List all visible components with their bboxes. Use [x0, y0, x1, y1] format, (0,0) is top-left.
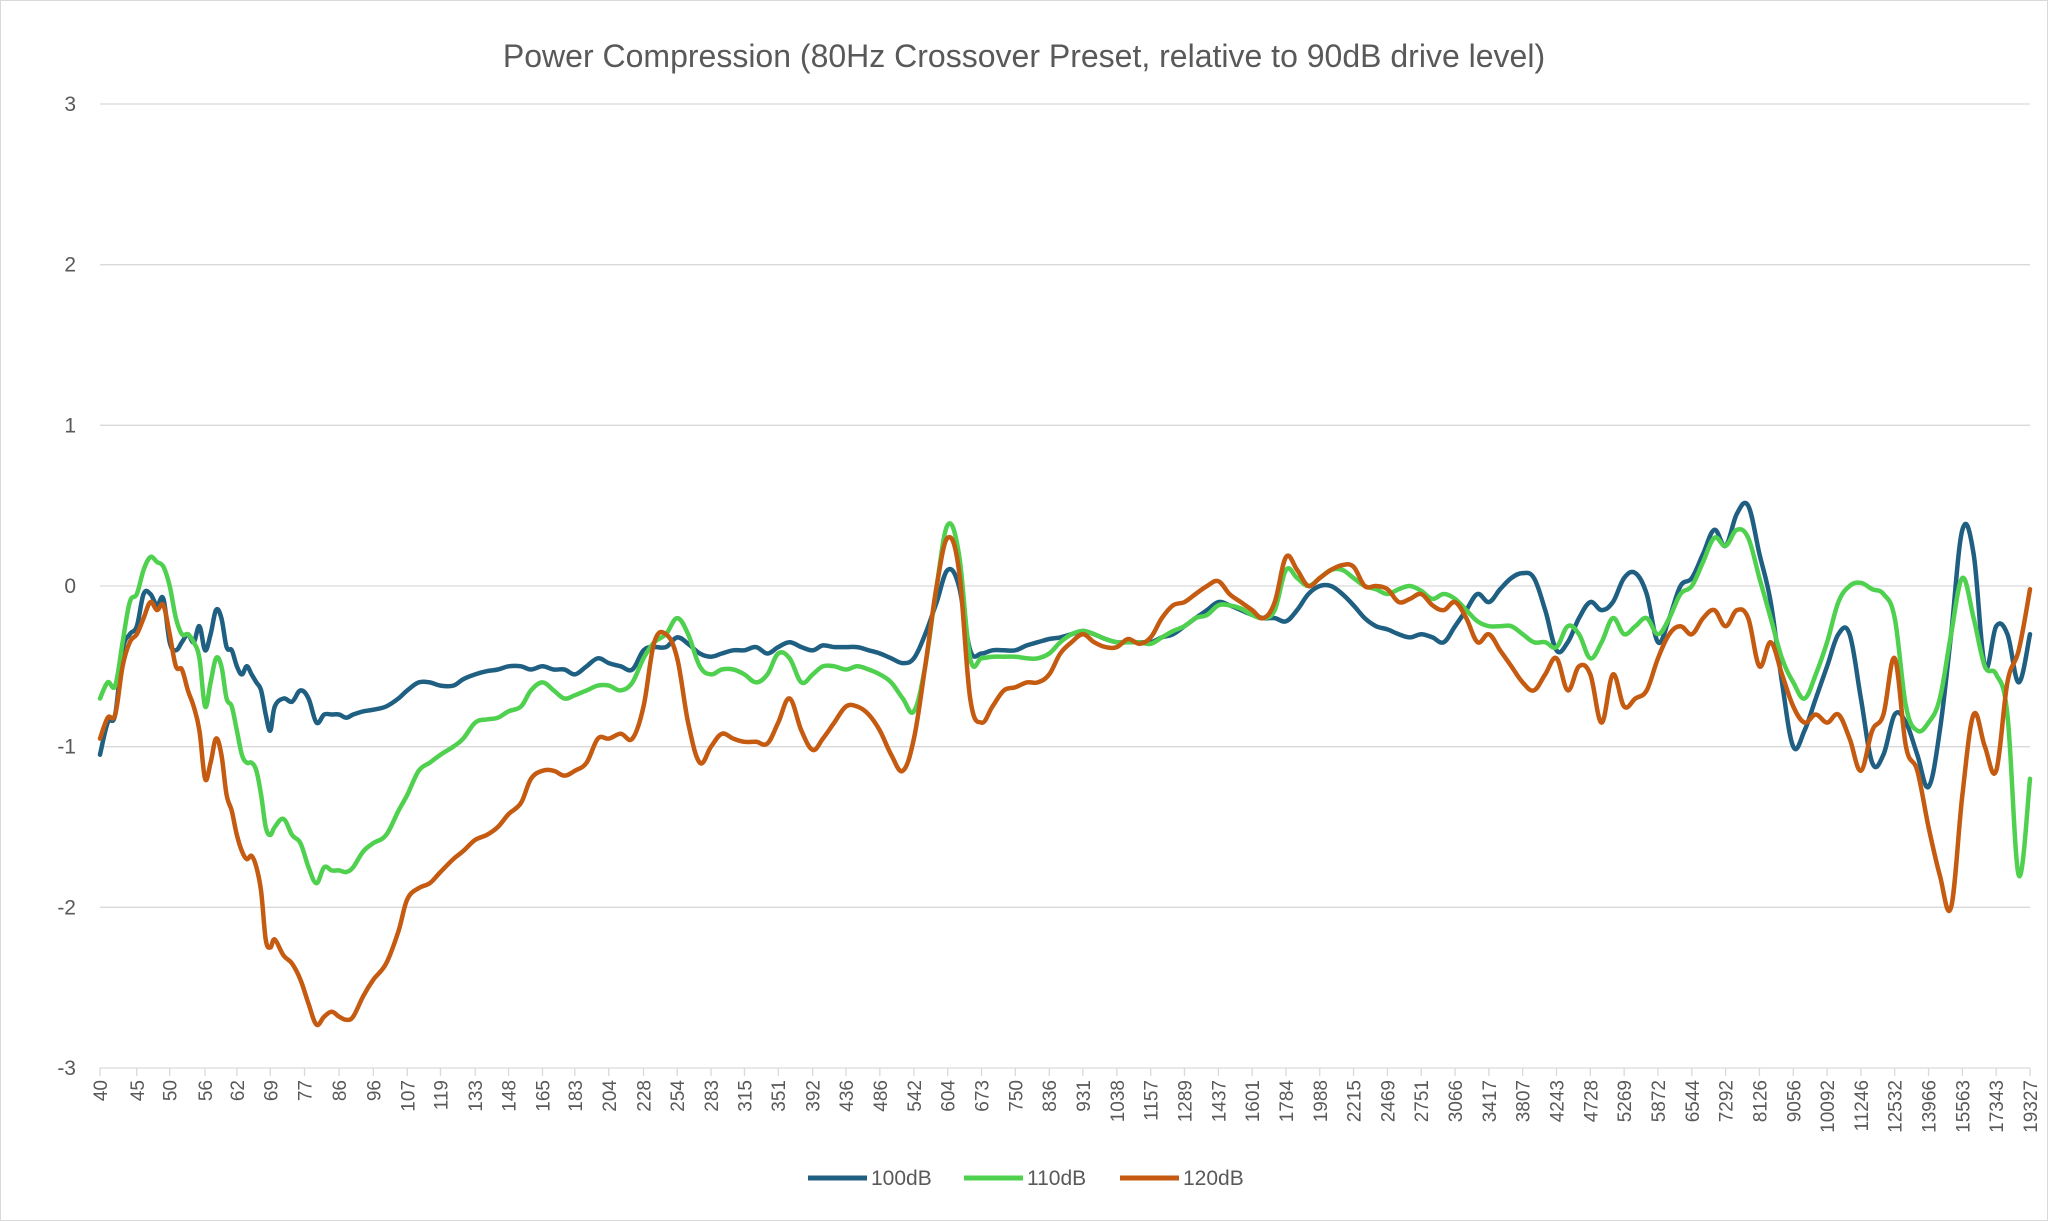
x-tick-label: 1289 — [1175, 1080, 1196, 1122]
x-tick-label: 6544 — [1683, 1080, 1704, 1123]
x-tick-label: 3417 — [1480, 1080, 1501, 1122]
x-tick-label: 3066 — [1446, 1080, 1467, 1122]
x-tick-label: 50 — [161, 1080, 182, 1101]
x-tick-label: 1157 — [1142, 1080, 1163, 1121]
y-tick-label: 3 — [64, 93, 76, 116]
x-tick-label: 77 — [296, 1080, 317, 1101]
x-tick-label: 17343 — [1987, 1080, 2008, 1133]
y-tick-label: 0 — [64, 575, 76, 598]
x-tick-label: 86 — [330, 1080, 351, 1101]
x-tick-label: 228 — [635, 1080, 656, 1112]
chart-title: Power Compression (80Hz Crossover Preset… — [503, 38, 1545, 74]
y-tick-label: -3 — [57, 1057, 76, 1080]
x-tick-label: 107 — [398, 1080, 419, 1112]
y-tick-label: 1 — [64, 414, 76, 437]
x-tick-label: 2469 — [1378, 1080, 1399, 1122]
x-tick-label: 3807 — [1514, 1080, 1535, 1122]
series-line-120dB — [97, 534, 2033, 1028]
x-tick-label: 392 — [804, 1080, 825, 1112]
series-line-110dB — [97, 521, 2033, 886]
x-tick-label: 15563 — [1953, 1080, 1974, 1133]
series-lines — [97, 500, 2033, 1028]
x-tick-label: 1601 — [1243, 1080, 1264, 1122]
x-tick-label: 254 — [668, 1080, 689, 1112]
x-tick-label: 19327 — [2021, 1080, 2042, 1133]
x-tick-label: 836 — [1040, 1080, 1061, 1112]
x-tick-label: 8126 — [1750, 1080, 1771, 1122]
x-tick-label: 931 — [1074, 1080, 1095, 1112]
x-tick-label: 1437 — [1209, 1080, 1230, 1122]
x-tick-label: 4728 — [1581, 1080, 1602, 1122]
x-tick-label: 1988 — [1311, 1080, 1332, 1122]
x-tick-label: 62 — [228, 1080, 249, 1101]
x-tick-label: 5269 — [1615, 1080, 1636, 1122]
x-tick-label: 750 — [1006, 1080, 1027, 1112]
y-tick-label: 2 — [64, 254, 76, 277]
x-tick-label: 542 — [905, 1080, 926, 1112]
x-tick-label: 10092 — [1818, 1080, 1839, 1133]
gridlines — [100, 103, 2030, 1069]
x-tick-label: 12532 — [1886, 1080, 1907, 1133]
x-tick-label: 7292 — [1717, 1080, 1738, 1122]
x-tick-label: 486 — [871, 1080, 892, 1112]
y-axis-ticks: 3 2 1 0 -1 -2 -3 — [57, 93, 76, 1080]
x-tick-label: 2215 — [1345, 1080, 1366, 1122]
x-tick-label: 204 — [600, 1080, 621, 1112]
y-tick-label: -1 — [57, 736, 76, 759]
x-tick-label: 2751 — [1412, 1080, 1433, 1122]
x-tick-label: 13966 — [1920, 1080, 1941, 1133]
x-tick-label: 5872 — [1649, 1080, 1670, 1122]
x-tick-label: 96 — [364, 1080, 385, 1101]
x-tick-label: 9056 — [1784, 1080, 1805, 1122]
x-tick-label: 40 — [91, 1080, 112, 1101]
x-tick-label: 11246 — [1852, 1080, 1873, 1131]
x-tick-label: 165 — [534, 1080, 555, 1112]
x-tick-label: 133 — [466, 1080, 487, 1112]
x-tick-label: 283 — [702, 1080, 723, 1112]
legend-label-110dB: 110dB — [1027, 1167, 1086, 1190]
x-tick-label: 604 — [939, 1080, 960, 1112]
x-tick-label: 315 — [735, 1080, 756, 1112]
x-tick-label: 148 — [500, 1080, 521, 1112]
x-tick-label: 1038 — [1108, 1080, 1129, 1122]
x-tick-label: 673 — [973, 1080, 994, 1112]
x-tick-label: 45 — [128, 1080, 149, 1101]
legend-label-120dB: 120dB — [1183, 1167, 1244, 1190]
x-tick-label: 69 — [261, 1080, 282, 1101]
legend-label-100dB: 100dB — [871, 1167, 932, 1190]
x-tick-label: 119 — [431, 1080, 452, 1110]
y-tick-label: -2 — [57, 896, 76, 919]
x-tick-label: 183 — [566, 1080, 587, 1112]
x-tick-label: 1784 — [1277, 1080, 1298, 1123]
legend: 100dB 110dB 120dB — [808, 1167, 1244, 1190]
x-tick-label: 56 — [196, 1080, 217, 1101]
x-tick-label: 4243 — [1548, 1080, 1569, 1122]
x-axis-ticks: 40 45 50 56 62 69 77 86 96 107 119 133 148 165 183 204 2… — [91, 1068, 2042, 1133]
x-tick-label: 436 — [837, 1080, 858, 1112]
x-tick-label: 351 — [769, 1080, 790, 1112]
